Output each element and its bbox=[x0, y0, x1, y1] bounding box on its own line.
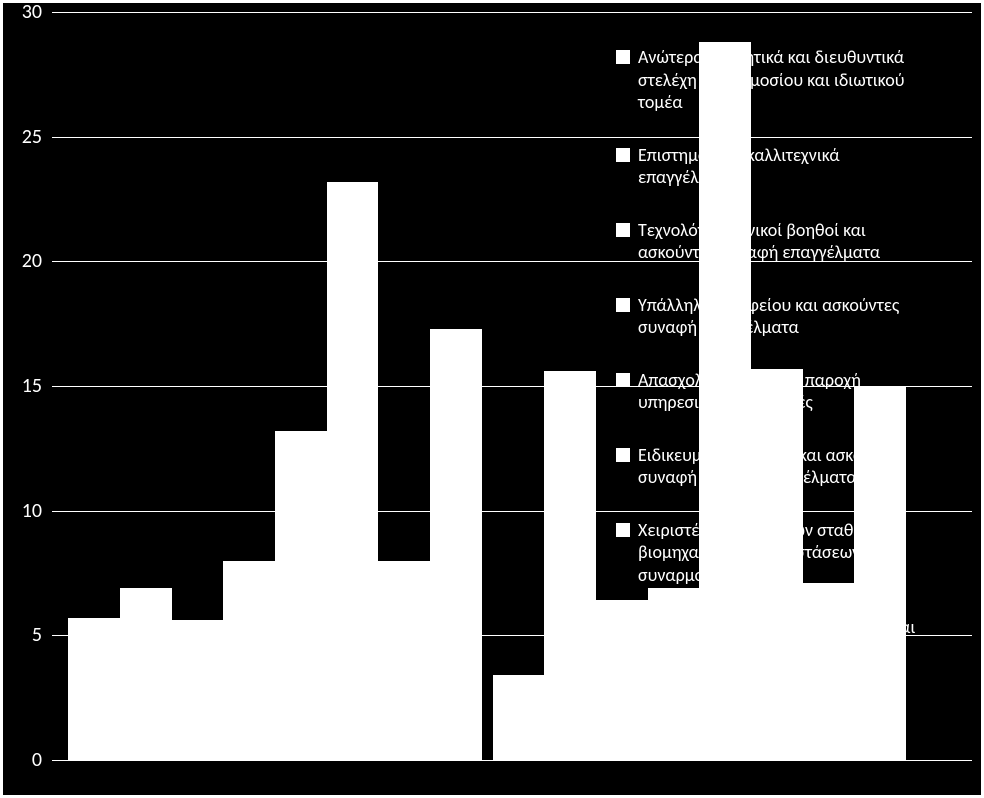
y-axis: 051015202530 bbox=[0, 12, 52, 760]
gridline bbox=[52, 760, 972, 761]
x-category-label: 2011 bbox=[679, 722, 720, 746]
gridline bbox=[52, 511, 972, 512]
legend-item: Απασχολούμενοι στην παροχή υπηρεσιών και… bbox=[616, 369, 934, 414]
legend-label: Ανειδίκευτοι εργάτες χειρώνακτες και μικ… bbox=[638, 616, 934, 661]
y-tick-label: 5 bbox=[32, 623, 42, 647]
legend-swatch-icon bbox=[616, 448, 630, 462]
y-tick-label: 15 bbox=[22, 374, 42, 398]
gridline bbox=[52, 386, 972, 387]
bar bbox=[378, 561, 430, 760]
bar bbox=[275, 431, 327, 760]
legend-label: Χειριστές μηχανημάτων σταθερών βιομηχανι… bbox=[638, 519, 934, 587]
legend-swatch-icon bbox=[616, 148, 630, 162]
gridline bbox=[52, 261, 972, 262]
legend-item: Τεχνολόγοι τεχνικοί βοηθοί και ασκούντες… bbox=[616, 219, 934, 264]
x-category-label: 2001 bbox=[255, 722, 296, 746]
bar bbox=[68, 618, 120, 760]
plot-area: 2001 2011 Ανώτερα διοικητικά και διευθυντ… bbox=[52, 12, 972, 760]
bar bbox=[430, 329, 482, 760]
legend-item: Ανώτερα διοικητικά και διευθυντικά στελέ… bbox=[616, 46, 934, 114]
y-tick-label: 20 bbox=[22, 249, 42, 273]
y-tick-label: 30 bbox=[22, 0, 42, 24]
legend-item: Υπάλληλοι γραφείου και ασκούντες συναφή … bbox=[616, 294, 934, 339]
legend-label: Υπάλληλοι γραφείου και ασκούντες συναφή … bbox=[638, 294, 934, 339]
bar bbox=[493, 675, 545, 760]
y-tick-label: 10 bbox=[22, 499, 42, 523]
bar bbox=[120, 588, 172, 760]
legend-label: Επιστημονικά, καλλιτεχνικά επαγγέλματα bbox=[638, 144, 934, 189]
legend-label: Ειδικευμένοι τεχνίτες και ασκούντες συνα… bbox=[638, 444, 934, 489]
legend-item: Επιστημονικά, καλλιτεχνικά επαγγέλματα bbox=[616, 144, 934, 189]
legend: Ανώτερα διοικητικά και διευθυντικά στελέ… bbox=[616, 46, 934, 691]
y-tick-label: 25 bbox=[22, 125, 42, 149]
legend-item: Ειδικευμένοι τεχνίτες και ασκούντες συνα… bbox=[616, 444, 934, 489]
legend-swatch-icon bbox=[616, 620, 630, 634]
gridline bbox=[52, 137, 972, 138]
legend-swatch-icon bbox=[616, 50, 630, 64]
gridline bbox=[52, 12, 972, 13]
legend-label: Τεχνολόγοι τεχνικοί βοηθοί και ασκούντες… bbox=[638, 219, 934, 264]
legend-label: Ανώτερα διοικητικά και διευθυντικά στελέ… bbox=[638, 46, 934, 114]
legend-swatch-icon bbox=[616, 523, 630, 537]
gridline bbox=[52, 635, 972, 636]
legend-label: Απασχολούμενοι στην παροχή υπηρεσιών και… bbox=[638, 369, 934, 414]
legend-item: Ανειδίκευτοι εργάτες χειρώνακτες και μικ… bbox=[616, 616, 934, 661]
bar bbox=[327, 182, 379, 760]
bar bbox=[172, 620, 224, 760]
y-tick-label: 0 bbox=[32, 748, 42, 772]
bar bbox=[544, 371, 596, 760]
legend-item: Χειριστές μηχανημάτων σταθερών βιομηχανι… bbox=[616, 519, 934, 587]
legend-swatch-icon bbox=[616, 223, 630, 237]
chart-container: 0 5 10 15 20 25 30 2001 2011 Ανώτερα διοικητικά… bbox=[0, 0, 984, 798]
legend-swatch-icon bbox=[616, 373, 630, 387]
legend-swatch-icon bbox=[616, 298, 630, 312]
